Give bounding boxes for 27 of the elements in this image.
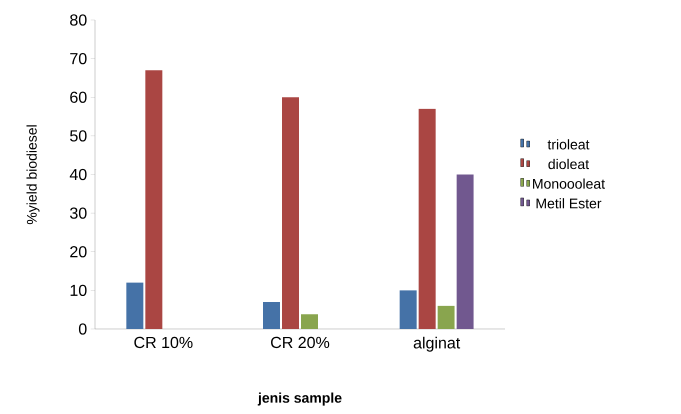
legend-label: trioleat (548, 139, 590, 150)
y-tick-label: 70 (70, 52, 87, 64)
y-tick-label: 30 (70, 207, 87, 219)
x-tick-label: alginat (414, 336, 460, 352)
x-tick-label: CR 20% (271, 336, 330, 348)
y-tick-label: 60 (70, 92, 87, 103)
y-tick-label: 40 (70, 168, 87, 180)
bar (301, 314, 318, 329)
y-axis-title: %yield biodiesel (26, 125, 40, 224)
bar (145, 70, 162, 329)
bar (282, 97, 299, 329)
y-tick-label: 50 (70, 130, 87, 142)
y-tick-label: 80 (70, 14, 87, 26)
y-tick-label: 10 (70, 284, 87, 296)
y-tick-label: 0 (78, 323, 87, 335)
legend-label: dioleat (548, 158, 589, 170)
bar (438, 306, 455, 329)
legend-label: Metil Ester (536, 198, 602, 208)
bar (418, 108, 436, 329)
bar (126, 282, 144, 329)
x-tick-label: CR 10% (134, 336, 193, 348)
bar (456, 174, 474, 329)
y-tick-label: 20 (70, 246, 87, 258)
bar (400, 290, 417, 329)
x-axis-title: jenis sample (258, 392, 342, 406)
legend-label: Monoooleat (533, 178, 605, 189)
bar (263, 302, 280, 329)
